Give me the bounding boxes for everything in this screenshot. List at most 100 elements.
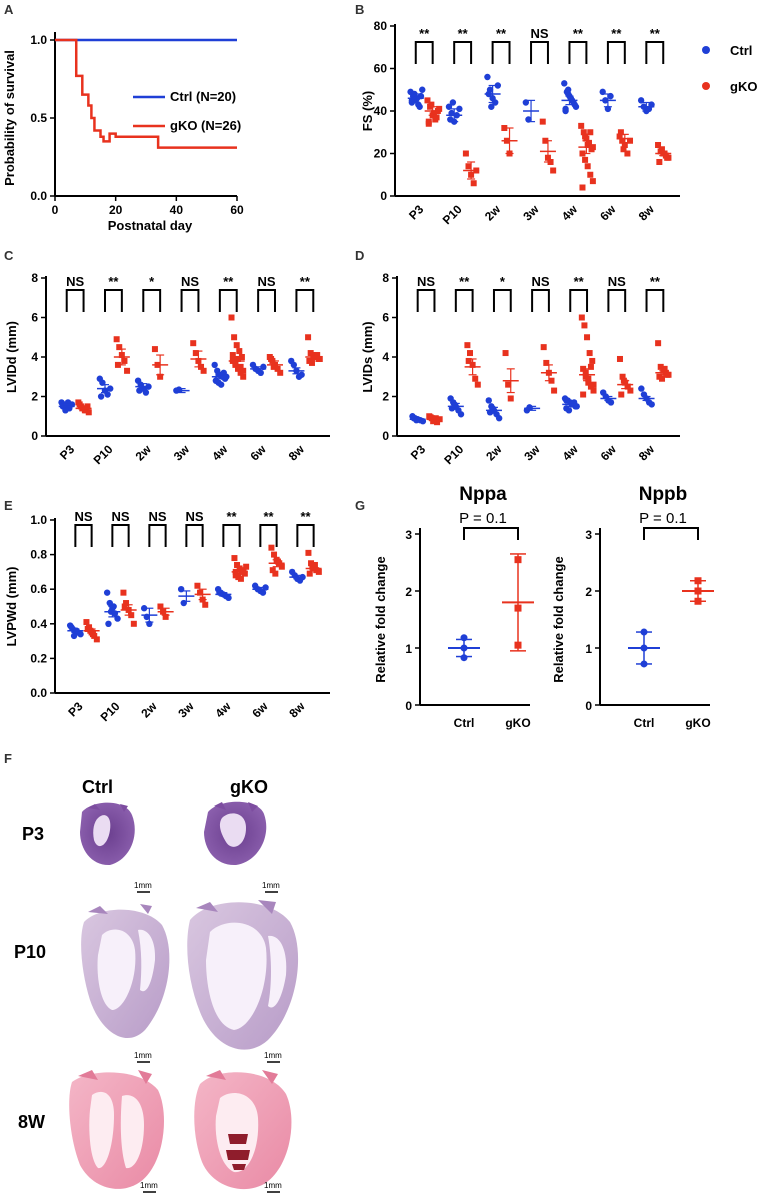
data-point-gko	[585, 375, 592, 382]
y-axis-label: Probability of survival	[2, 50, 17, 186]
significance-label: **	[496, 26, 507, 41]
svg-text:1mm: 1mm	[134, 881, 152, 890]
heart-section-8w-gko	[194, 1070, 292, 1190]
significance-bracket	[643, 527, 699, 540]
data-point-gko	[231, 334, 238, 341]
data-point-gko	[157, 603, 164, 610]
data-point-gko	[311, 561, 318, 568]
data-point-gko	[586, 350, 593, 357]
data-point-gko	[587, 129, 594, 136]
p-value-label: P = 0.1	[639, 510, 687, 527]
row-label-8w: 8W	[18, 1112, 45, 1132]
data-point-gko	[130, 620, 137, 627]
y-tick-label: 1.0	[30, 513, 47, 527]
x-tick-label: 2w	[133, 442, 155, 464]
significance-bracket	[645, 289, 665, 312]
data-point-gko	[229, 352, 236, 359]
y-tick-label: 2	[31, 390, 38, 404]
data-point-gko	[661, 365, 668, 372]
data-point-gko	[306, 570, 313, 577]
data-point-gko	[268, 355, 275, 362]
significance-bracket	[222, 524, 241, 547]
column-label-ctrl: Ctrl	[82, 777, 113, 797]
scale-bar-p3-gko: 1mm	[262, 881, 280, 893]
significance-label: **	[300, 509, 311, 524]
data-point-ctrl	[565, 407, 573, 414]
data-point-gko	[584, 334, 591, 341]
data-point-gko	[617, 129, 624, 136]
data-point-gko	[584, 163, 591, 170]
row-label-p3: P3	[22, 824, 44, 844]
data-point-ctrl	[484, 73, 491, 81]
y-tick-label: 0.6	[30, 582, 47, 596]
heart-section-p3-gko	[204, 801, 267, 866]
y-tick-label: 3	[585, 528, 592, 542]
x-tick-label: 3w	[175, 699, 197, 721]
data-point-ctrl	[416, 103, 423, 110]
y-axis-label: LVIDd (mm)	[4, 321, 19, 393]
x-tick-label: Ctrl	[634, 716, 655, 730]
panel-letter-c: C	[4, 248, 14, 263]
data-point-gko	[620, 146, 627, 153]
y-tick-label: 2	[585, 585, 592, 599]
data-point-gko	[228, 314, 235, 321]
x-axis-label: Postnatal day	[108, 218, 193, 233]
data-point-gko	[308, 359, 315, 366]
y-tick-label: 80	[374, 19, 388, 33]
data-point-gko	[425, 118, 432, 125]
y-tick-label: 4	[382, 350, 389, 364]
data-point-gko	[619, 137, 626, 144]
legend-marker-gko	[702, 82, 710, 90]
scale-bar-p3-ctrl: 1mm	[134, 881, 152, 893]
significance-label: NS	[417, 274, 435, 289]
significance-bracket	[259, 524, 278, 547]
data-point-gko	[582, 369, 589, 376]
data-point-gko	[543, 359, 550, 366]
heart-section-p10-ctrl	[81, 904, 170, 1039]
x-tick-label: P10	[98, 699, 123, 724]
data-point-gko	[462, 150, 469, 157]
data-point-gko	[234, 561, 241, 568]
data-point-gko	[582, 156, 589, 163]
y-axis-label: Relative fold change	[373, 556, 388, 682]
legend-label-gko: gKO	[730, 79, 757, 94]
x-tick-label: 6w	[247, 442, 269, 464]
y-tick-label: 8	[382, 271, 389, 285]
legend-label-ctrl: Ctrl	[730, 43, 752, 58]
data-point-gko	[151, 346, 158, 353]
data-point-gko	[162, 613, 169, 620]
significance-label: NS	[181, 274, 199, 289]
data-point-gko	[590, 381, 597, 388]
svg-text:1mm: 1mm	[264, 1181, 282, 1190]
data-point-gko	[200, 367, 207, 374]
data-point-ctrl	[456, 105, 463, 113]
data-point-gko	[232, 359, 239, 366]
histology-panel: Ctrl gKO P3 P10 8W 1mm 1mm	[14, 777, 299, 1193]
significance-bracket	[142, 289, 162, 312]
significance-bracket	[530, 41, 549, 64]
data-point-ctrl	[103, 589, 111, 596]
data-point-gko	[427, 414, 434, 421]
y-tick-label: 6	[31, 311, 38, 325]
data-point-gko	[587, 171, 594, 178]
x-tick-label: 3w	[521, 442, 543, 464]
lvpwd-chart: 0.0 0.2 0.4 0.6 0.8 1.0 LVPWd (mm) P3 NS P10 NS 2w N…	[4, 509, 330, 724]
heart-section-8w-ctrl	[69, 1070, 164, 1189]
survival-chart: 0.0 0.5 1.0 0 20 40 60 Postnatal day Probability…	[2, 32, 244, 233]
panel-letter-e: E	[4, 498, 13, 513]
data-point-gko	[268, 544, 275, 551]
data-point-gko	[624, 383, 631, 390]
y-tick-label: 8	[31, 271, 38, 285]
y-tick-label: 60	[374, 62, 388, 76]
x-tick-label: 4w	[212, 699, 234, 721]
data-point-ctrl	[572, 103, 580, 110]
data-point-gko	[664, 154, 671, 161]
data-point-gko	[240, 367, 247, 374]
heart-section-p3-ctrl	[80, 802, 135, 866]
svg-text:1mm: 1mm	[264, 1051, 282, 1060]
data-point-gko	[581, 322, 588, 329]
panel-letter-f: F	[4, 751, 12, 766]
x-tick-label: 8w	[286, 699, 308, 721]
significance-bracket	[491, 41, 511, 64]
